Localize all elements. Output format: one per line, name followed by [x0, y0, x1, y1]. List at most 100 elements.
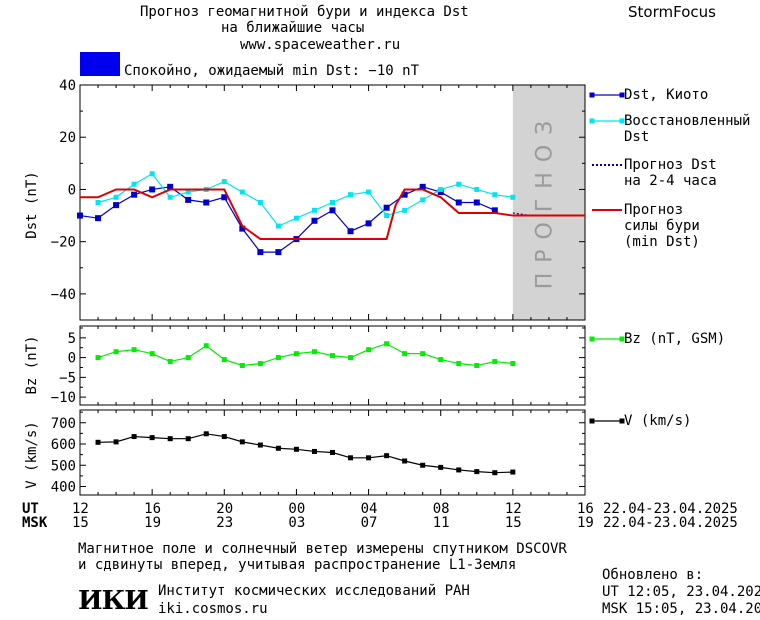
status-color-swatch: [80, 52, 120, 76]
data-point: [437, 189, 444, 196]
data-point: [149, 351, 155, 357]
data-point: [438, 464, 444, 470]
ut-tick-label: 00: [288, 501, 306, 517]
ut-tick-label: 16: [577, 501, 594, 517]
data-point: [384, 213, 390, 219]
data-point: [203, 199, 210, 206]
ut-tick-label: 12: [504, 501, 522, 517]
measurement-note-1: Магнитное поле и солнечный ветер измерен…: [78, 541, 567, 557]
data-point: [384, 453, 390, 459]
chart-title: Прогноз геомагнитной бури и индекса Dst: [140, 4, 469, 20]
v-ylabel: V (km/s): [24, 421, 40, 489]
legend-marker: [589, 118, 595, 124]
data-point: [438, 357, 444, 363]
legend-dst: Dst, Киото: [624, 87, 709, 103]
data-point: [257, 200, 263, 205]
data-point: [456, 361, 462, 367]
data-point: [167, 436, 173, 442]
y-tick-label: 40: [59, 78, 76, 94]
data-point: [95, 200, 101, 205]
msk-date-range: 22.04-23.04.2025: [603, 515, 738, 531]
data-point: [293, 351, 299, 357]
y-tick-label: 0: [68, 182, 76, 198]
data-point: [330, 353, 335, 359]
data-point: [383, 204, 390, 211]
data-point: [420, 462, 426, 468]
data-point: [311, 349, 317, 355]
data-point: [510, 194, 516, 200]
legend-marker: [619, 336, 625, 342]
data-point: [402, 351, 408, 357]
data-point: [239, 439, 245, 445]
data-point: [455, 199, 462, 206]
msk-tick-label: 15: [72, 515, 89, 531]
data-point: [510, 361, 516, 367]
msk-tick-label: 11: [432, 515, 450, 531]
data-point: [95, 215, 102, 222]
data-point: [257, 249, 264, 256]
data-point: [366, 347, 372, 353]
y-tick-label: −20: [51, 235, 76, 251]
website-link[interactable]: www.spaceweather.ru: [240, 37, 401, 53]
msk-tick-label: 19: [577, 515, 594, 531]
legend-restored: Восстановленный Dst: [624, 113, 751, 145]
data-point: [420, 351, 426, 357]
forecast-band-label: ПРОГНОЗ: [532, 110, 558, 290]
data-point: [492, 359, 498, 365]
status-text: Спокойно, ожидаемый min Dst: −10 nT: [124, 63, 420, 79]
y-tick-label: 5: [68, 331, 76, 347]
measurement-note-2: и сдвинуты вперед, учитывая распростране…: [78, 557, 517, 573]
data-point: [185, 196, 192, 203]
data-point: [131, 191, 138, 198]
data-point: [131, 347, 137, 353]
data-point: [473, 199, 480, 206]
data-point: [257, 361, 263, 367]
data-point: [293, 215, 299, 221]
data-point: [311, 217, 318, 224]
data-point: [348, 192, 354, 198]
data-point: [401, 191, 408, 198]
forecast-region: [512, 85, 585, 320]
data-point: [492, 470, 498, 476]
v-panel: 700 600 500 400: [51, 409, 586, 496]
ut-tick-label: 08: [432, 501, 450, 517]
dst-ylabel: Dst (nT): [24, 171, 40, 239]
data-point: [330, 450, 335, 455]
institute-link[interactable]: iki.cosmos.ru: [158, 601, 268, 617]
data-point: [366, 189, 372, 195]
data-point: [348, 455, 354, 461]
data-point: [257, 442, 263, 448]
data-point: [221, 357, 227, 363]
msk-tick-label: 19: [144, 515, 161, 531]
data-point: [311, 207, 317, 213]
ut-tick-label: 16: [144, 501, 161, 517]
series-line: [98, 433, 513, 474]
data-point: [402, 207, 408, 213]
ut-date-range: 22.04-23.04.2025: [603, 501, 738, 517]
data-point: [492, 192, 498, 198]
legend-marker: [589, 418, 595, 424]
data-point: [203, 431, 209, 437]
legend-marker: [619, 92, 625, 98]
data-point: [293, 446, 299, 452]
series-line: [97, 172, 513, 227]
data-point: [239, 363, 245, 368]
dst-panel: 40 20 0 −20 −40: [51, 78, 586, 321]
bz-panel: 5 0 −5 −10: [51, 325, 586, 406]
brand-label: StormFocus: [628, 3, 716, 21]
data-point: [456, 181, 462, 187]
data-point: [311, 448, 317, 454]
data-point: [95, 355, 101, 361]
ut-label: UT: [22, 501, 39, 517]
y-tick-label: 600: [51, 437, 76, 453]
data-point: [275, 223, 281, 229]
y-tick-label: 700: [51, 416, 76, 432]
data-point: [366, 455, 372, 461]
y-tick-label: −10: [51, 390, 76, 406]
data-point: [95, 439, 101, 445]
y-tick-label: −40: [51, 287, 76, 303]
data-point: [77, 212, 83, 219]
msk-tick-label: 15: [504, 515, 522, 531]
legend-marker: [589, 336, 595, 342]
